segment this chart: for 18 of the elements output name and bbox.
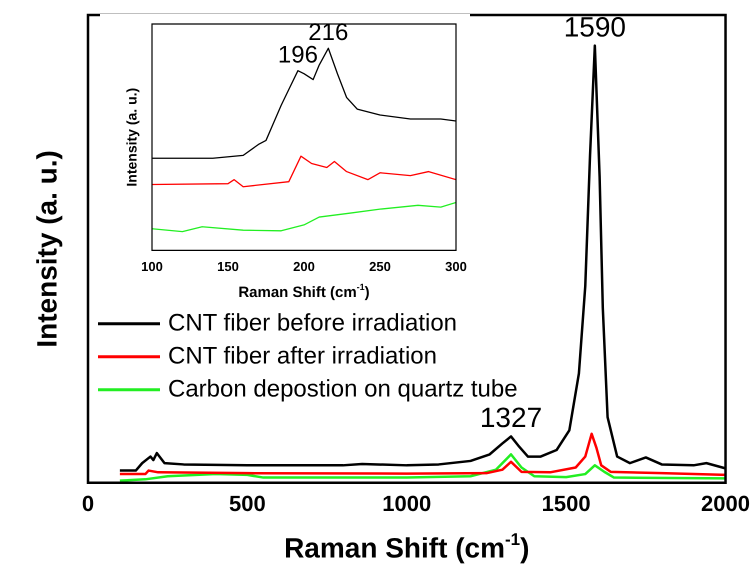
legend-label: Carbon depostion on quartz tube xyxy=(168,375,518,402)
x-tick-label: 2000 xyxy=(701,491,750,516)
annotation: 196 xyxy=(278,41,318,68)
y-axis-title: Intensity (a. u.) xyxy=(123,88,140,187)
legend-label: CNT fiber before irradiation xyxy=(168,309,458,336)
x-tick-label: 1000 xyxy=(382,491,432,516)
x-tick-label: 150 xyxy=(217,258,239,274)
x-tick-label: 200 xyxy=(293,258,315,274)
x-tick-label: 1500 xyxy=(542,491,591,516)
x-tick-label: 250 xyxy=(369,258,391,274)
x-tick-label: 300 xyxy=(445,258,467,274)
annotation: 1327 xyxy=(480,402,542,434)
x-tick-label: 500 xyxy=(229,491,266,516)
x-tick-label: 0 xyxy=(82,491,94,516)
annotation: 1590 xyxy=(564,11,626,42)
y-axis-title: Intensity (a. u.) xyxy=(32,150,63,348)
x-tick-label: 100 xyxy=(141,258,163,274)
legend-label: CNT fiber after irradiation xyxy=(168,342,437,370)
